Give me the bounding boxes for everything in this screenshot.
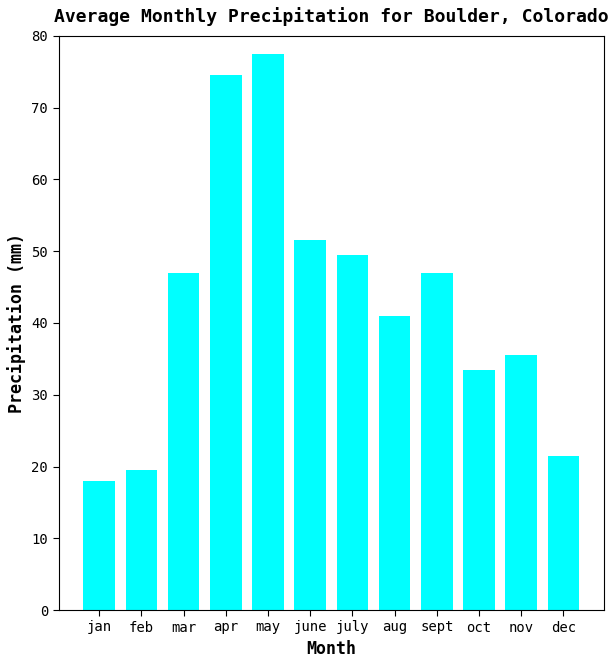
X-axis label: Month: Month [306, 640, 356, 658]
Bar [337, 255, 368, 610]
Bar [168, 273, 199, 610]
Bar [505, 355, 537, 610]
Bar [84, 481, 115, 610]
Bar [295, 241, 326, 610]
Bar [379, 316, 411, 610]
Bar [252, 54, 284, 610]
Title: Average Monthly Precipitation for Boulder, Colorado: Average Monthly Precipitation for Boulde… [54, 7, 609, 26]
Y-axis label: Precipitation (mm): Precipitation (mm) [7, 233, 26, 413]
Bar [547, 456, 579, 610]
Bar [421, 273, 453, 610]
Bar [126, 470, 157, 610]
Bar [463, 370, 495, 610]
Bar [210, 75, 242, 610]
